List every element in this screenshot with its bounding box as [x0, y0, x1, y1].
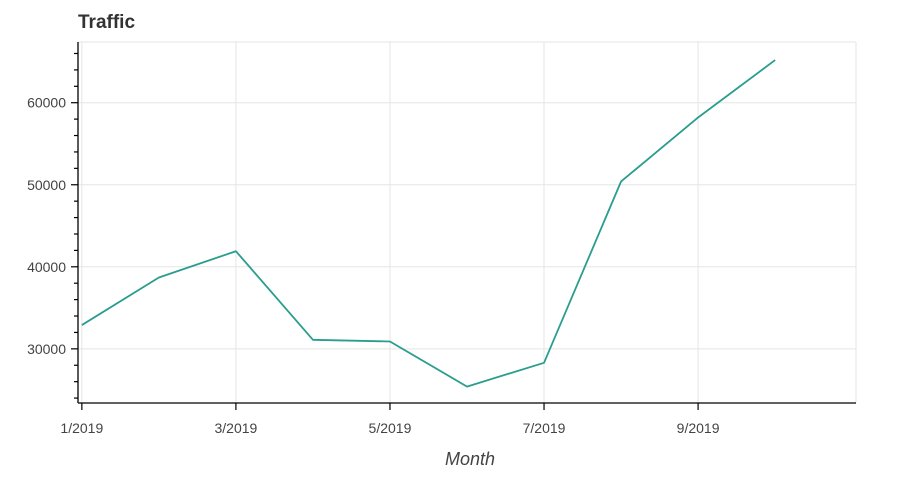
traffic-series-line	[81, 59, 776, 388]
y-tick-label: 40000	[27, 259, 66, 275]
y-tick-label: 60000	[27, 95, 66, 111]
x-tick-label: 7/2019	[523, 420, 566, 436]
y-tick-label: 30000	[27, 341, 66, 357]
x-tick-label: 3/2019	[214, 420, 257, 436]
x-axis-label: Month	[445, 449, 495, 469]
tick-labels: 30000 40000 50000 60000 1/2019 3/2019 5/2019 7/…	[27, 95, 720, 436]
axes	[71, 42, 856, 410]
series-layer	[81, 59, 776, 388]
grid	[78, 41, 857, 403]
y-tick-label: 50000	[27, 177, 66, 193]
x-tick-label: 5/2019	[369, 420, 412, 436]
x-tick-label: 1/2019	[60, 420, 103, 436]
x-tick-label: 9/2019	[677, 420, 720, 436]
chart-title: Traffic	[78, 12, 135, 33]
